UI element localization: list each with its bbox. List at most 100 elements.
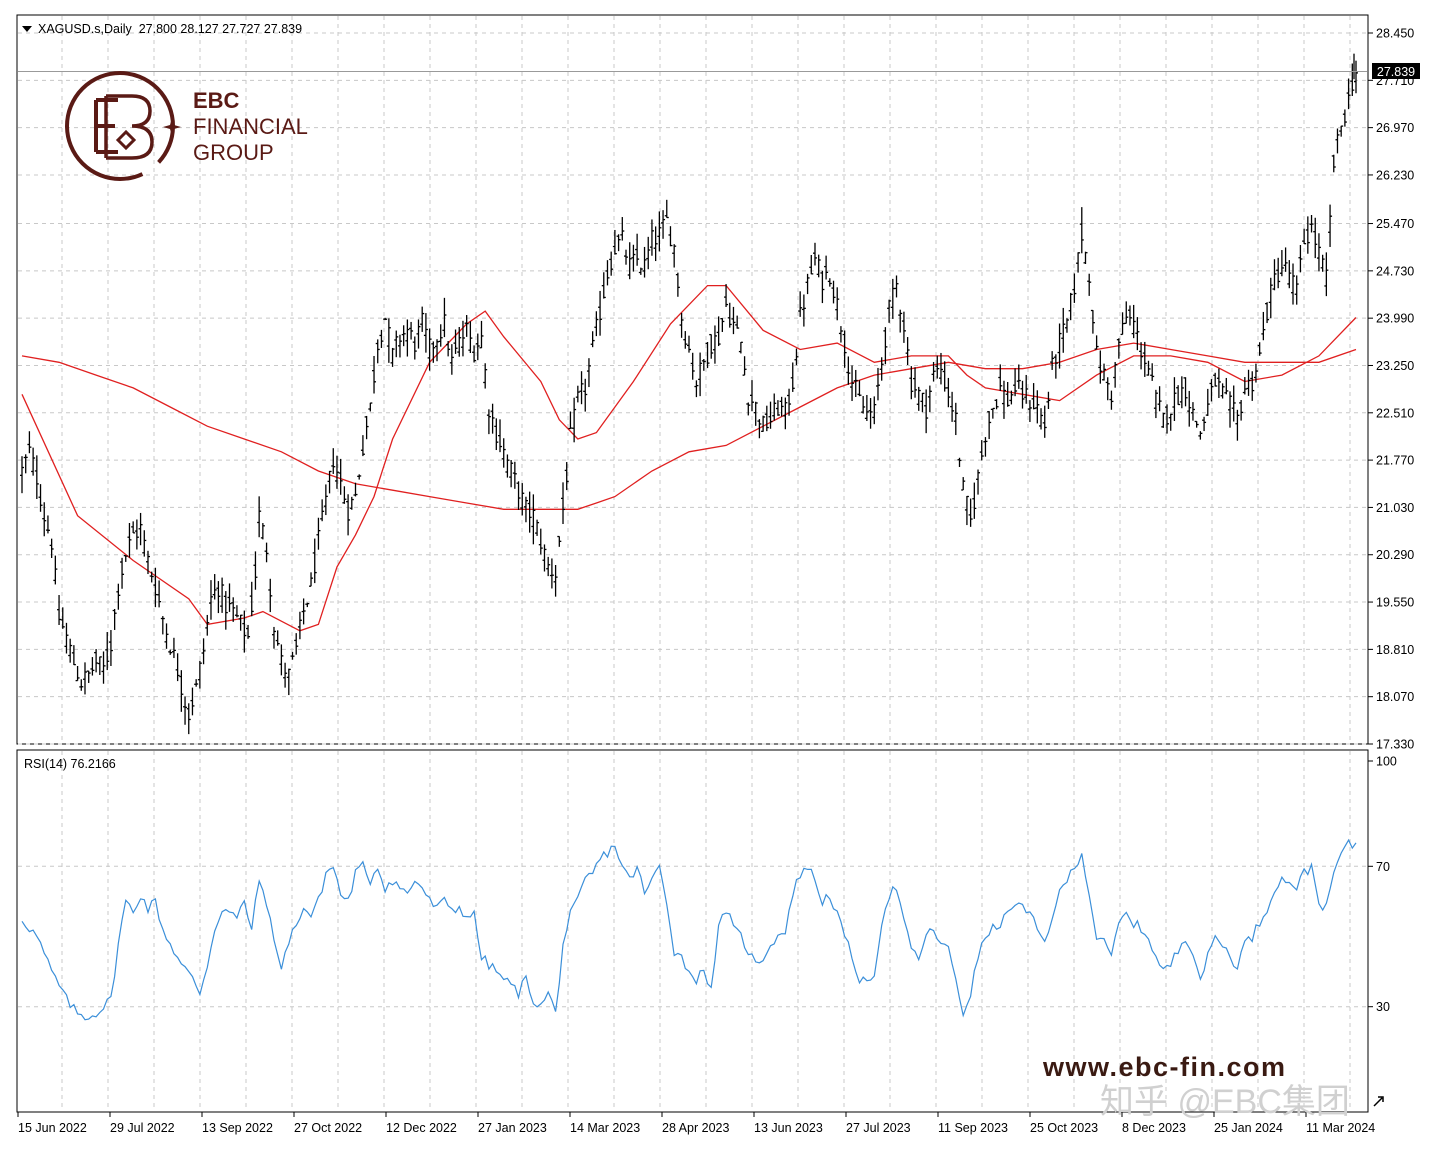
- price-bar: [1291, 263, 1296, 305]
- price-bar: [683, 331, 688, 349]
- price-bar: [286, 668, 291, 696]
- price-bar: [1213, 372, 1218, 387]
- price-bar: [801, 294, 806, 327]
- price-bar: [768, 401, 773, 429]
- price-bar: [264, 542, 269, 563]
- price-bar: [79, 679, 84, 691]
- price-bar: [720, 318, 725, 332]
- price-bar: [1246, 369, 1251, 396]
- price-axis-label: 23.990: [1376, 312, 1414, 326]
- price-bar: [42, 502, 47, 537]
- price-bar: [950, 391, 955, 422]
- zhihu-watermark: 知乎 @EBC集团: [1100, 1083, 1350, 1121]
- price-bar: [1187, 390, 1192, 427]
- price-bar: [216, 581, 221, 614]
- price-bar: [868, 398, 873, 429]
- price-bar: [498, 419, 503, 453]
- logo-line-2: FINANCIAL: [193, 114, 308, 139]
- price-bar: [1024, 374, 1029, 404]
- rsi-panel[interactable]: RSI(14) 76.2166: [16, 749, 1369, 1113]
- price-bar: [1224, 377, 1229, 395]
- price-panel[interactable]: [16, 14, 1369, 745]
- price-bar: [1135, 317, 1140, 351]
- price-bar: [1005, 381, 1010, 407]
- price-bar: [435, 339, 440, 362]
- price-bar: [364, 415, 369, 440]
- price-bar: [227, 583, 232, 612]
- price-bar: [976, 469, 981, 495]
- price-bar: [1342, 109, 1347, 127]
- price-bar: [672, 244, 677, 268]
- price-bar: [601, 272, 606, 299]
- zoom-icon[interactable]: [1373, 1096, 1384, 1107]
- price-bar: [738, 341, 743, 354]
- price-bar: [787, 388, 792, 416]
- price-bar: [171, 637, 176, 659]
- price-bar: [687, 335, 691, 353]
- price-bar: [709, 333, 714, 359]
- current-price-tag: 27.839: [1372, 63, 1420, 79]
- price-bar: [416, 319, 421, 349]
- price-bar: [346, 494, 351, 536]
- price-bar: [53, 555, 58, 585]
- rsi-axis-label: 100: [1376, 755, 1397, 769]
- price-bar: [1283, 247, 1288, 272]
- price-bar: [583, 378, 588, 412]
- price-bar: [916, 386, 921, 411]
- price-bar: [646, 236, 651, 270]
- price-bar: [557, 535, 562, 547]
- price-bar: [486, 409, 491, 435]
- price-bar: [409, 321, 414, 340]
- time-axis[interactable]: 15 Jun 2022 29 Jul 2022 13 Sep 2022 27 Oct …: [17, 1112, 1375, 1135]
- price-axis-label: 23.250: [1376, 359, 1414, 373]
- price-bar: [320, 499, 325, 522]
- price-bar: [1127, 305, 1132, 326]
- price-bar: [757, 419, 762, 439]
- price-bar: [609, 251, 614, 276]
- price-bar: [149, 571, 154, 583]
- price-bar: [946, 377, 951, 408]
- price-bar: [931, 361, 936, 382]
- price-bar: [661, 210, 666, 239]
- time-axis-label: 14 Mar 2023: [570, 1121, 640, 1135]
- price-bar: [1302, 228, 1307, 245]
- rsi-grid: [18, 751, 1366, 1111]
- sparkle-icon: [163, 118, 181, 136]
- price-bar: [1105, 377, 1110, 401]
- price-bar: [698, 352, 703, 397]
- price-bar: [872, 396, 877, 425]
- price-bar: [246, 624, 251, 639]
- rsi-axis[interactable]: 100 70 30: [1368, 755, 1397, 1015]
- price-bar: [138, 512, 143, 546]
- price-bar: [875, 367, 880, 401]
- price-bar: [494, 418, 499, 451]
- price-bar: [1050, 351, 1055, 370]
- price-axis-label: 22.510: [1376, 406, 1414, 420]
- price-bar: [805, 273, 810, 295]
- price-bar: [850, 365, 855, 402]
- price-bar: [1057, 323, 1062, 369]
- price-bar: [794, 348, 799, 366]
- price-bar: [34, 455, 39, 499]
- price-bar: [312, 538, 317, 584]
- price-bar: [820, 270, 825, 304]
- triangle-down-icon[interactable]: [22, 26, 32, 32]
- price-bar: [927, 385, 932, 413]
- price-bar: [1064, 318, 1069, 333]
- website-watermark: www.ebc-fin.com: [1042, 1052, 1287, 1082]
- rsi-line: [21, 838, 1357, 1021]
- price-axis-label: 26.230: [1376, 168, 1414, 182]
- time-axis-label: 27 Jul 2023: [846, 1121, 911, 1135]
- price-bar: [116, 583, 121, 610]
- price-axis[interactable]: 28.45027.71026.97026.23025.47024.73023.9…: [1368, 27, 1414, 752]
- price-bar: [1335, 128, 1340, 154]
- price-bar: [142, 530, 147, 557]
- price-bar: [627, 242, 632, 280]
- price-axis-label: 18.810: [1376, 643, 1414, 657]
- price-bar: [60, 607, 65, 629]
- price-bar: [579, 371, 584, 405]
- price-bar: [108, 630, 113, 666]
- price-bar: [638, 267, 643, 275]
- price-bar: [1109, 390, 1114, 410]
